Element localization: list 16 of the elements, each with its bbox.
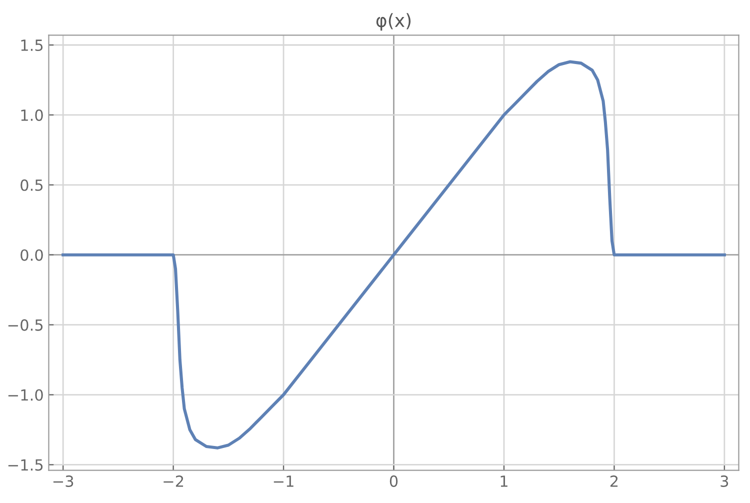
y-tick-label: 0.5	[20, 179, 43, 191]
y-tick-label: 0.0	[20, 249, 43, 261]
y-tick-label: 1.5	[21, 40, 43, 52]
x-tick-label: −1	[274, 476, 294, 487]
chart-title: φ(x)	[376, 13, 411, 31]
x-tick-label: 0	[390, 475, 398, 487]
x-tick-label: 1	[500, 476, 508, 487]
line-series	[62, 60, 726, 450]
x-tick-label: 3	[720, 475, 728, 487]
y-tick-label: 1.0	[21, 109, 43, 121]
y-tick-label: −1.5	[8, 459, 43, 471]
x-tick-label: −2	[164, 475, 184, 487]
y-tick-label: −1.0	[8, 389, 43, 401]
x-tick-label: 2	[610, 475, 618, 487]
x-tick-label: −3	[53, 475, 74, 487]
y-tick-label: −0.5	[8, 319, 43, 331]
